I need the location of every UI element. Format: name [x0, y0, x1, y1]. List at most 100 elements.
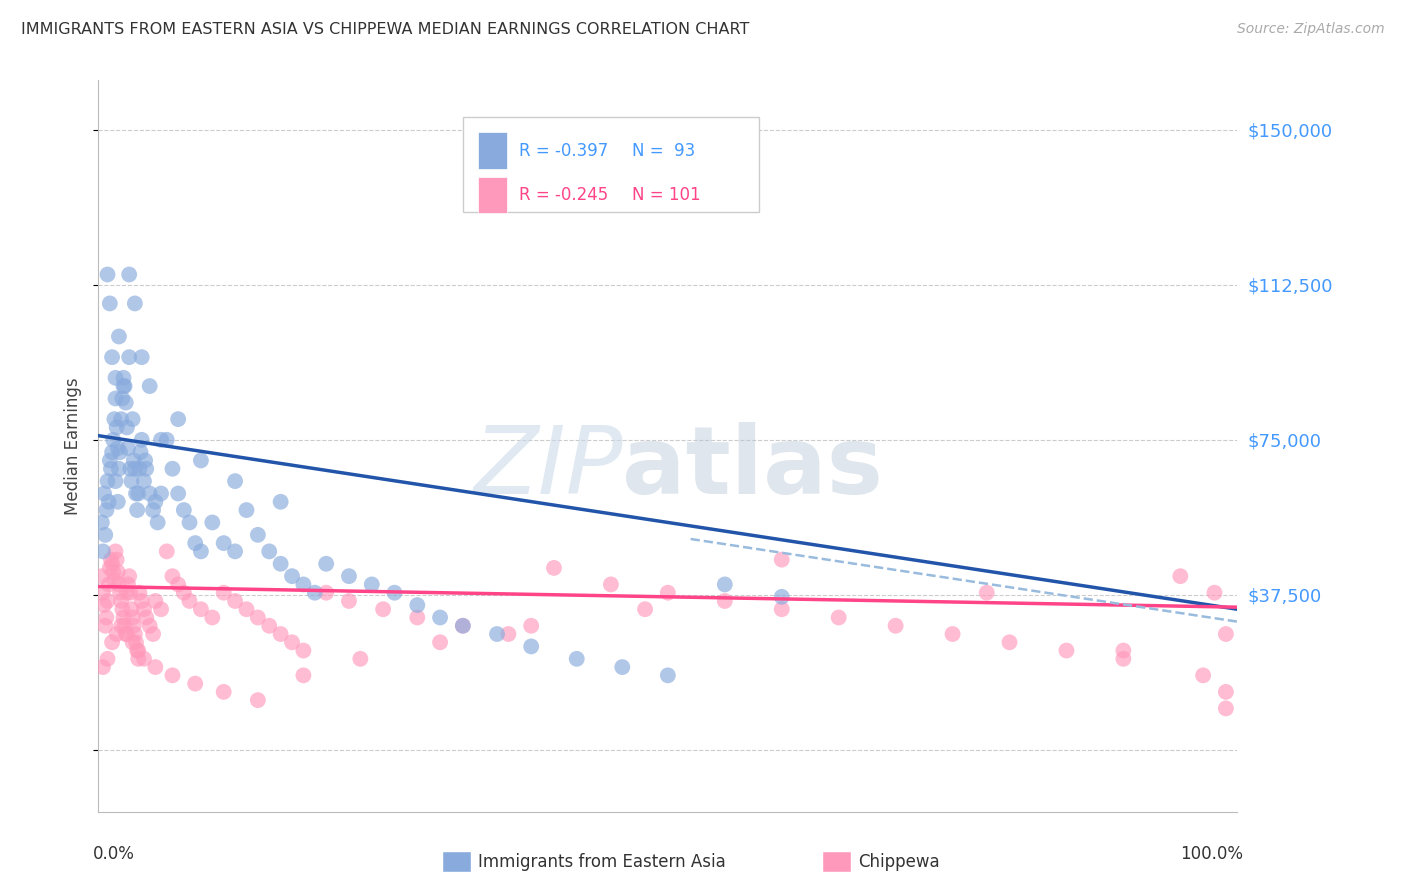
Point [259, 544, 281, 558]
Point [304, 585, 326, 599]
Point [124, 627, 146, 641]
Point [281, 569, 304, 583]
Point [1215, 685, 1237, 699]
Text: R = -0.397: R = -0.397 [519, 142, 609, 160]
Point [108, 585, 131, 599]
Point [150, 433, 173, 447]
Point [281, 635, 304, 649]
Point [360, 577, 382, 591]
Point [1215, 701, 1237, 715]
Point [657, 668, 679, 682]
Point [212, 585, 235, 599]
Point [406, 610, 429, 624]
Point [96, 474, 118, 488]
Point [103, 412, 125, 426]
Point [173, 585, 195, 599]
Point [246, 693, 269, 707]
Point [246, 610, 269, 624]
Point [96, 268, 118, 282]
Point [1170, 569, 1192, 583]
Point [101, 350, 124, 364]
Point [270, 627, 292, 641]
Point [114, 619, 136, 633]
Point [235, 503, 257, 517]
Text: Source: ZipAtlas.com: Source: ZipAtlas.com [1237, 22, 1385, 37]
Point [190, 602, 212, 616]
Point [100, 461, 122, 475]
Point [121, 412, 143, 426]
Point [120, 474, 142, 488]
Text: N = 101: N = 101 [631, 186, 700, 204]
Point [212, 685, 235, 699]
Point [127, 652, 149, 666]
Point [770, 590, 793, 604]
Point [600, 577, 623, 591]
Point [138, 486, 160, 500]
Point [270, 495, 292, 509]
Point [146, 516, 169, 530]
Point [96, 652, 118, 666]
Point [124, 296, 146, 310]
Point [259, 619, 281, 633]
Point [1054, 643, 1078, 657]
Y-axis label: Median Earnings: Median Earnings [65, 377, 83, 515]
Point [976, 585, 998, 599]
Point [101, 445, 124, 459]
Point [167, 577, 190, 591]
Point [112, 371, 135, 385]
Point [384, 585, 406, 599]
Point [128, 585, 150, 599]
Point [145, 495, 167, 509]
Point [201, 516, 224, 530]
Point [520, 619, 543, 633]
Point [103, 565, 125, 579]
Point [371, 602, 394, 616]
Point [96, 594, 118, 608]
Point [118, 350, 141, 364]
Point [91, 660, 114, 674]
Point [105, 552, 128, 566]
Point [108, 445, 131, 459]
Point [138, 379, 160, 393]
Point [184, 676, 207, 690]
Point [120, 461, 142, 475]
Point [179, 516, 201, 530]
Point [122, 453, 145, 467]
Point [108, 461, 131, 475]
Point [114, 379, 136, 393]
Text: ZIP: ZIP [472, 423, 623, 514]
Point [429, 610, 451, 624]
Point [127, 643, 149, 657]
Point [612, 660, 634, 674]
Point [1192, 668, 1215, 682]
Point [104, 392, 127, 406]
Point [103, 433, 125, 447]
Point [162, 569, 184, 583]
Point [714, 594, 737, 608]
Point [112, 610, 135, 624]
Point [828, 610, 851, 624]
Point [90, 516, 112, 530]
Point [406, 598, 429, 612]
Point [132, 474, 155, 488]
Point [91, 585, 114, 599]
Point [1204, 585, 1226, 599]
Point [714, 577, 737, 591]
Point [179, 594, 201, 608]
Point [173, 503, 195, 517]
Point [201, 610, 224, 624]
Point [132, 652, 155, 666]
Point [103, 574, 125, 588]
Point [132, 602, 155, 616]
Point [115, 585, 138, 599]
Point [246, 528, 269, 542]
Point [108, 577, 131, 591]
Point [127, 643, 149, 657]
Point [94, 528, 117, 542]
Point [105, 420, 128, 434]
Point [142, 503, 165, 517]
Point [498, 627, 520, 641]
Point [131, 433, 153, 447]
Point [115, 420, 138, 434]
Point [117, 577, 139, 591]
